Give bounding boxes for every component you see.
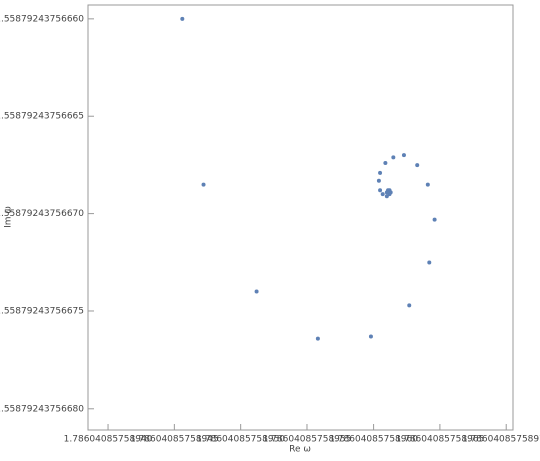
point: [378, 188, 383, 193]
point: [401, 153, 406, 158]
frame: [87, 4, 514, 431]
point: [407, 303, 412, 308]
point: [315, 336, 320, 341]
point: [201, 182, 206, 187]
x-tick-label: 1.78604085758940: [64, 435, 153, 445]
point: [254, 289, 259, 294]
point: [380, 192, 385, 197]
x-axis-label: Re ω: [289, 445, 311, 455]
point: [383, 160, 388, 165]
point: [432, 217, 437, 222]
y-tick-label: −1.55879243756680: [0, 404, 84, 414]
point: [180, 16, 185, 21]
y-tick-label: −1.55879243756665: [0, 112, 84, 122]
y-tick-label: −1.55879243756660: [0, 14, 84, 24]
point: [384, 190, 389, 195]
point: [427, 260, 432, 265]
x-tick-label: 1.78604085758945: [130, 435, 219, 445]
point: [425, 182, 430, 187]
point: [368, 334, 373, 339]
point: [384, 194, 389, 199]
point: [376, 178, 381, 183]
y-tick-label: −1.55879243756670: [0, 209, 84, 219]
x-tick-label: 1.78604085758965: [396, 435, 485, 445]
x-tick-label: 1.78604085758950: [196, 435, 285, 445]
point: [391, 155, 396, 160]
y-tick-label: −1.55879243756675: [0, 306, 84, 316]
x-tick-label: 1.78604085758960: [329, 435, 418, 445]
y-axis-label: Im ω: [4, 206, 14, 228]
x-tick-label: 1.78604085758970: [462, 435, 540, 445]
point: [378, 170, 383, 175]
point: [415, 163, 420, 168]
x-tick-label: 1.78604085758955: [263, 435, 352, 445]
